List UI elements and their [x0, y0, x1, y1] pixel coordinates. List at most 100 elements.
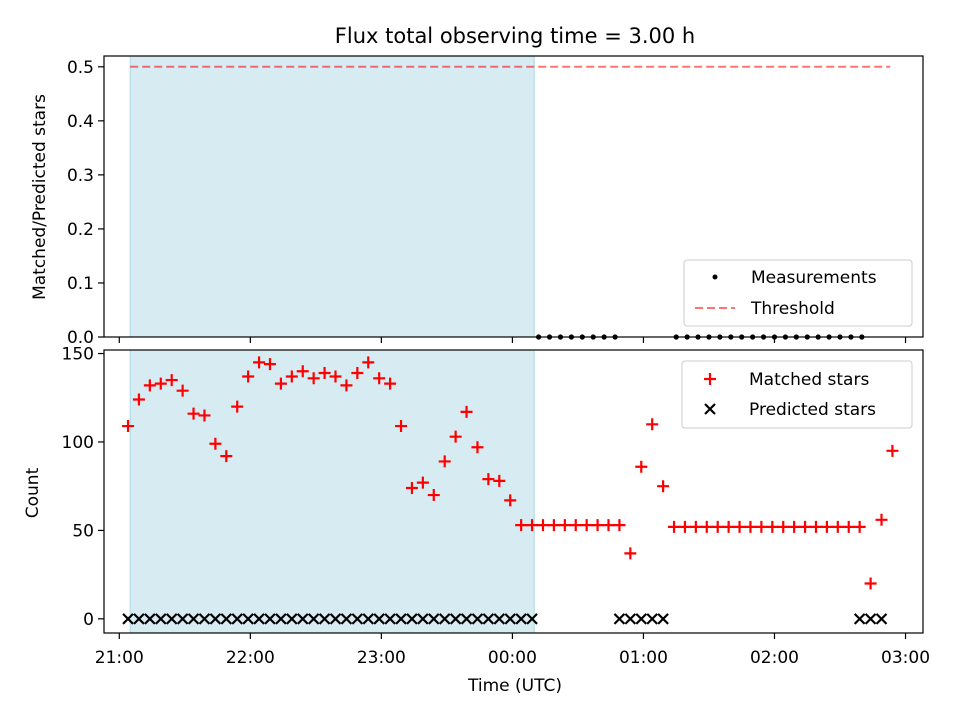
predicted-point: [220, 613, 233, 625]
predicted-point: [231, 613, 244, 625]
top-x-ticks: [118, 337, 907, 343]
predicted-point: [340, 613, 353, 625]
bottom-x-axis: 21:00 22:00 23:00 00:00 01:00 02:00 03:00: [95, 633, 930, 668]
matched-point: [635, 460, 648, 473]
matched-point: [504, 494, 517, 507]
matched-point: [526, 519, 539, 532]
matched-point: [318, 366, 331, 379]
matched-point: [263, 358, 276, 371]
matched-point: [143, 379, 156, 392]
matched-point: [198, 409, 211, 422]
matched-point: [132, 393, 145, 406]
matched-point: [285, 370, 298, 383]
matched-point: [580, 519, 593, 532]
matched-point: [242, 370, 255, 383]
predicted-point: [144, 613, 156, 625]
predicted-point: [635, 613, 648, 625]
y-tick-label: 0: [83, 610, 94, 630]
predicted-point: [449, 613, 462, 625]
predicted-points: [122, 613, 888, 625]
predicted-point: [209, 613, 222, 625]
predicted-point: [275, 613, 287, 625]
matched-point: [733, 520, 746, 533]
ratio-panel: 0.0 0.1 0.2 0.3 0.4 0.5 Matched/Predicted sta…: [30, 55, 924, 348]
matched-point: [831, 520, 844, 533]
top-y-axis: 0.0 0.1 0.2 0.3 0.4 0.5: [67, 58, 104, 348]
predicted-point: [515, 613, 527, 625]
matched-point: [799, 520, 812, 533]
matched-point: [253, 356, 266, 369]
x-tick-label: 23:00: [357, 648, 406, 668]
top-shaded-interval: [129, 55, 535, 338]
predicted-point: [176, 613, 189, 625]
predicted-point: [526, 613, 538, 625]
x-tick-label: 22:00: [226, 648, 275, 668]
matched-point: [875, 513, 888, 526]
predicted-point: [318, 613, 331, 625]
matched-point: [340, 379, 353, 392]
predicted-point: [417, 613, 429, 625]
bottom-x-axis-label: Time (UTC): [467, 676, 562, 696]
y-tick-label: 0.4: [67, 112, 94, 132]
predicted-point: [362, 613, 375, 625]
predicted-point: [493, 613, 506, 625]
matched-point: [231, 400, 244, 413]
predicted-point: [253, 613, 265, 625]
matched-point: [755, 520, 768, 533]
matched-point: [351, 366, 364, 379]
matched-point: [678, 520, 691, 533]
matched-point: [176, 384, 189, 397]
matched-point: [362, 356, 375, 369]
predicted-point: [351, 613, 364, 625]
matched-point: [547, 519, 560, 532]
matched-point: [842, 520, 855, 533]
matched-point: [307, 372, 320, 385]
matched-point: [536, 519, 549, 532]
matched-point: [471, 441, 484, 454]
top-y-axis-label: Matched/Predicted stars: [30, 94, 50, 300]
x-tick-label: 03:00: [881, 648, 930, 668]
matched-point: [482, 473, 495, 486]
matched-point: [122, 420, 135, 433]
legend-threshold-label: Threshold: [750, 299, 835, 319]
matched-point: [744, 520, 757, 533]
predicted-point: [646, 613, 658, 625]
bottom-legend: Matched stars Predicted stars: [681, 360, 913, 429]
predicted-point: [406, 613, 418, 625]
matched-point: [274, 377, 287, 390]
matched-point: [722, 520, 735, 533]
bottom-shaded-interval: [129, 349, 535, 634]
predicted-point: [242, 613, 254, 625]
x-tick-label: 02:00: [750, 648, 799, 668]
predicted-point: [286, 613, 298, 625]
predicted-point: [482, 613, 495, 625]
predicted-point: [460, 613, 473, 625]
predicted-point: [264, 613, 276, 625]
matched-point: [711, 520, 724, 533]
matched-point: [209, 437, 222, 450]
legend-predicted-marker: [704, 403, 716, 415]
matched-point: [405, 481, 418, 494]
legend-predicted-label: Predicted stars: [749, 400, 876, 420]
matched-point: [689, 520, 702, 533]
predicted-point: [471, 613, 484, 625]
predicted-point: [187, 613, 200, 625]
predicted-point: [864, 613, 877, 625]
legend-measurements-label: Measurements: [751, 268, 877, 288]
predicted-point: [875, 613, 888, 625]
matched-point: [591, 519, 604, 532]
predicted-point: [395, 613, 407, 625]
legend-matched-marker: [704, 373, 716, 385]
matched-point: [296, 365, 309, 378]
matched-point: [788, 520, 801, 533]
predicted-point: [307, 613, 320, 625]
matched-point: [602, 519, 615, 532]
bottom-plot-frame: [103, 349, 924, 634]
y-tick-label: 0.1: [67, 274, 94, 294]
matched-point: [395, 420, 408, 433]
matched-point: [416, 476, 429, 489]
matched-point: [220, 450, 233, 463]
matched-point: [657, 480, 670, 493]
matched-point: [384, 377, 397, 390]
